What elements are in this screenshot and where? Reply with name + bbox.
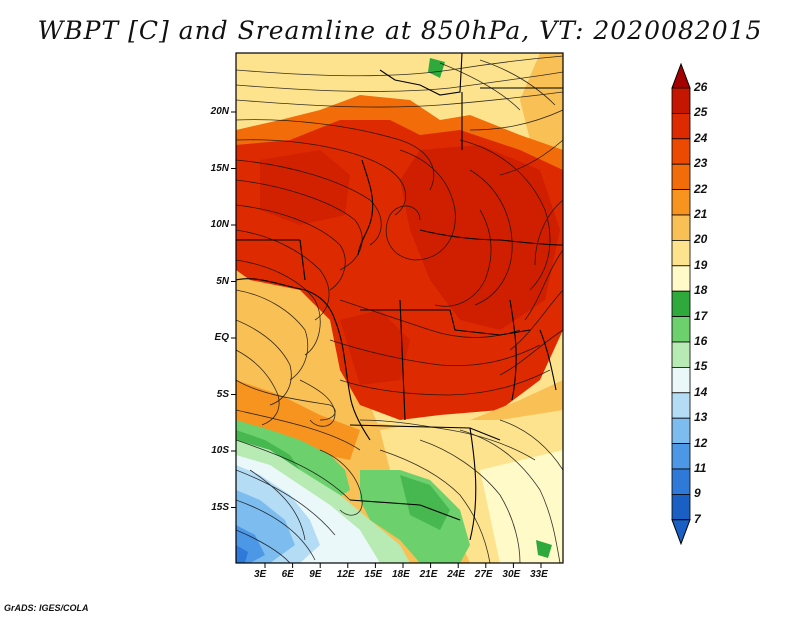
lon-tick-label: 18E (392, 569, 410, 580)
colorbar-swatch (671, 113, 691, 140)
lat-tick-label: 5N (216, 275, 229, 287)
colorbar-swatch (671, 341, 691, 368)
axis-ticks (231, 111, 542, 568)
colorbar-label: 17 (694, 308, 708, 323)
colorbar-swatch (671, 189, 691, 216)
colorbar-label: 16 (694, 334, 708, 348)
grads-credit: GrADS: IGES/COLA (4, 603, 89, 613)
lat-tick-label: 15S (211, 501, 229, 513)
colorbar-label: 12 (694, 435, 708, 450)
map-title: WBPT [C] and Sreamline at 850hPa, VT: 20… (37, 16, 763, 45)
colorbar (671, 62, 691, 546)
colorbar-swatch (671, 366, 691, 394)
colorbar-label: 15 (694, 359, 708, 374)
colorbar-label: 24 (694, 130, 708, 145)
lat-tick-label: 10N (210, 219, 229, 230)
colorbar-swatch (671, 417, 691, 445)
lon-tick-label: 30E (502, 569, 521, 580)
colorbar-label: 11 (694, 461, 707, 475)
lon-tick-label: 6E (281, 569, 294, 580)
lat-tick-label: 15N (210, 162, 229, 174)
colorbar-swatch (671, 163, 691, 190)
colorbar-label: 23 (694, 156, 708, 171)
lat-tick-label: 20N (210, 106, 229, 117)
country-borders (236, 53, 563, 541)
lon-tick-label: 21E (419, 569, 438, 580)
colorbar-label: 26 (694, 80, 708, 94)
colorbar-label: 25 (694, 105, 708, 120)
colorbar-swatch (671, 87, 691, 114)
colorbar-label: 22 (694, 181, 708, 196)
colorbar-over-arrow (671, 62, 691, 89)
colorbar-label: 18 (694, 283, 708, 298)
lat-tick-label: 5S (216, 388, 229, 400)
colorbar-swatch (671, 138, 691, 165)
colorbar-swatch (671, 493, 691, 521)
colorbar-swatch (671, 239, 691, 267)
colorbar-label: 7 (694, 511, 701, 526)
lon-tick-label: 24E (447, 569, 465, 580)
plot-frame (235, 52, 564, 564)
colorbar-label: 20 (694, 232, 708, 247)
streamlines (236, 55, 563, 563)
colorbar-swatch (671, 392, 691, 419)
colorbar-swatch (671, 443, 691, 470)
lon-tick-label: 15E (364, 569, 383, 580)
colorbar-label: 9 (694, 486, 701, 501)
lon-tick-label: 33E (530, 569, 548, 580)
lon-tick-label: 3E (254, 569, 267, 580)
filled-contours (236, 53, 563, 563)
colorbar-label: 14 (694, 384, 708, 399)
colorbar-swatch (671, 265, 691, 292)
colorbar-under-arrow (671, 519, 691, 546)
lon-tick-label: 27E (474, 569, 493, 580)
lon-tick-label: 9E (309, 569, 322, 580)
colorbar-swatch (671, 316, 691, 343)
colorbar-swatch (671, 214, 691, 241)
lon-tick-label: 12E (336, 569, 355, 580)
colorbar-label: 21 (694, 207, 708, 221)
lat-tick-label: 10S (211, 445, 229, 456)
colorbar-label: 19 (694, 257, 708, 272)
colorbar-label: 13 (694, 410, 708, 425)
lat-tick-label: EQ (214, 332, 229, 343)
colorbar-swatch (671, 468, 691, 495)
colorbar-swatch (671, 290, 691, 318)
